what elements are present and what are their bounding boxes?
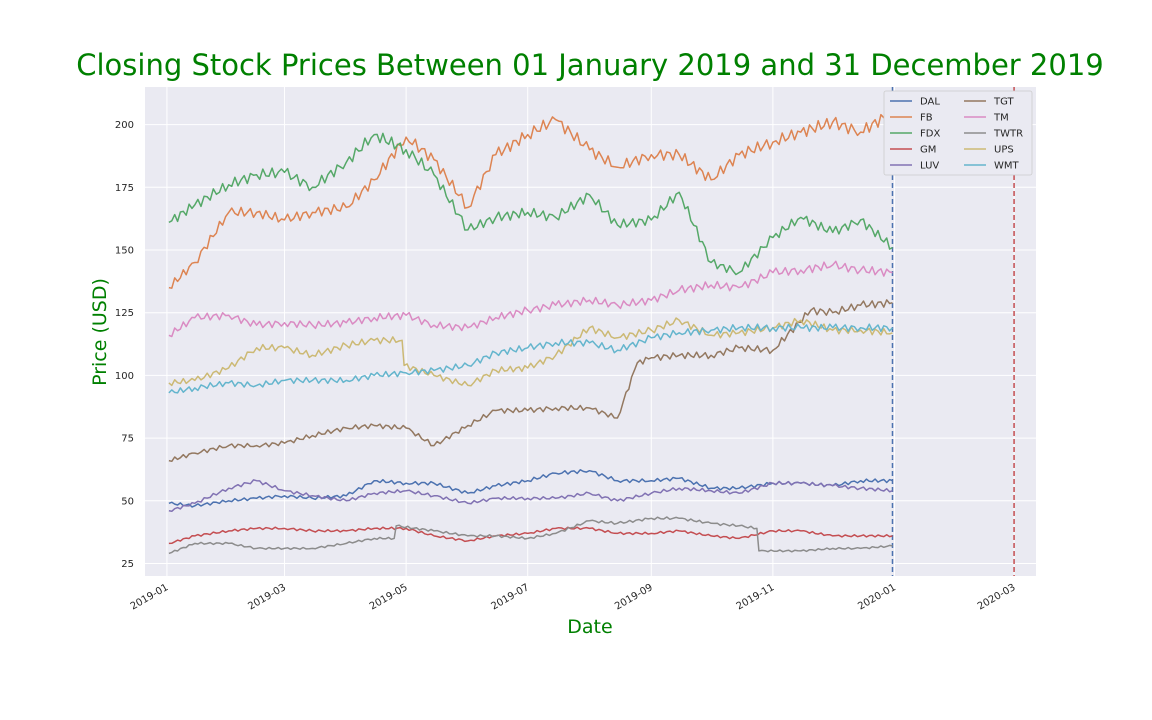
legend: DAL FB FDX GM LUV TGT TM TWTR UPS WMT — [883, 90, 1033, 176]
series-line-fdx — [168, 132, 893, 276]
legend-label: UPS — [994, 145, 1014, 156]
y-tick-label: 175 — [115, 183, 134, 194]
x-axis-label: Date — [567, 616, 612, 638]
chart-title: Closing Stock Prices Between 01 January … — [76, 48, 1104, 82]
y-tick-label: 25 — [121, 559, 134, 570]
y-tick-label: 125 — [115, 308, 134, 319]
y-tick-label: 200 — [115, 120, 134, 131]
x-tick-label: 2020-03 — [976, 582, 1018, 612]
x-tick-label: 2019-11 — [735, 582, 777, 612]
series-line-wmt — [168, 323, 894, 394]
x-tick-label: 2019-05 — [368, 582, 410, 612]
x-tick-label: 2020-01 — [856, 582, 898, 612]
y-tick-label: 150 — [115, 246, 134, 257]
series-line-twtr — [168, 516, 893, 555]
y-tick-label: 100 — [115, 371, 134, 382]
series-line-ups — [168, 317, 893, 387]
legend-label: DAL — [920, 97, 940, 108]
x-tick-label: 2019-07 — [490, 582, 532, 612]
legend-label: GM — [920, 145, 936, 156]
legend-box — [883, 90, 1033, 176]
x-tick-labels: 2019-01 2019-03 2019-05 2019-07 2019-09 2019-… — [129, 582, 1018, 612]
y-tick-label: 50 — [121, 496, 134, 507]
series-lines — [168, 107, 894, 555]
series-line-gm — [168, 526, 893, 545]
y-axis-label: Price (USD) — [89, 278, 111, 386]
series-line-tm — [168, 260, 893, 338]
legend-label: TWTR — [993, 129, 1023, 140]
series-line-fb — [168, 107, 894, 289]
series-line-tgt — [168, 299, 893, 463]
x-tick-label: 2019-09 — [613, 582, 655, 612]
legend-label: FB — [920, 113, 933, 124]
x-tick-label: 2019-01 — [129, 582, 171, 612]
y-tick-label: 75 — [121, 434, 134, 445]
legend-label: TGT — [993, 97, 1015, 108]
legend-label: LUV — [920, 161, 939, 172]
series-line-luv — [168, 479, 893, 513]
legend-label: TM — [993, 113, 1009, 124]
legend-label: FDX — [920, 129, 940, 140]
x-tick-label: 2019-03 — [246, 582, 288, 612]
legend-label: WMT — [994, 161, 1020, 172]
y-tick-labels: 25 50 75 100 125 150 175 200 — [115, 120, 134, 570]
